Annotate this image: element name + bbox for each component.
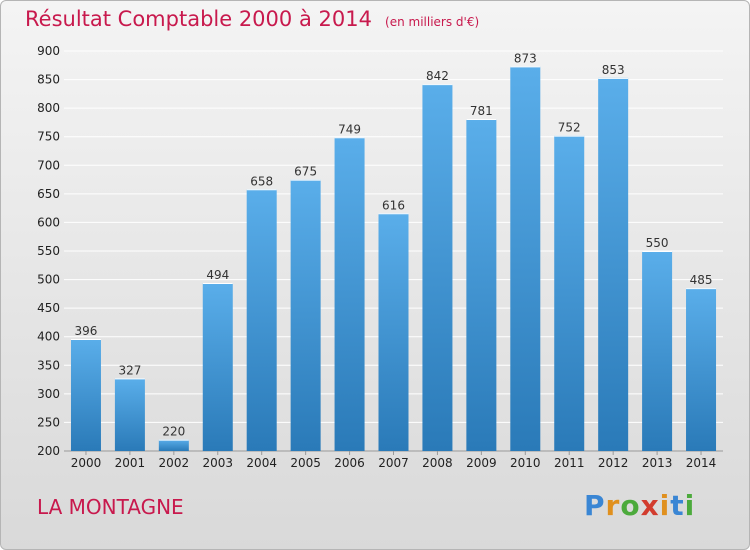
y-axis: 200 250 300 350 400 450 500 550 600 650 700 750 800 8… [37,44,60,458]
x-tick-label: 2008 [422,456,453,470]
bar-value-label: 873 [514,51,537,65]
y-tick-label: 550 [37,244,60,258]
x-tick-label: 2005 [290,456,321,470]
bar-2002 [158,439,189,451]
logo-letter: i [684,489,696,522]
y-tick-label: 900 [37,44,60,58]
bar-value-label: 485 [690,273,713,287]
bar-value-label: 749 [338,122,361,136]
chart-subtitle: (en milliers d'€) [385,15,480,29]
logo-letter: r [605,489,621,522]
y-tick-label: 350 [37,358,60,372]
bar-2001 [114,378,145,451]
bar-2012 [598,77,629,451]
chart-header: Résultat Comptable 2000 à 2014 (en milli… [25,7,479,31]
bar-2011 [554,135,585,452]
bar-value-label: 550 [646,236,669,250]
bar-2003 [202,283,233,451]
x-tick-label: 2012 [598,456,629,470]
x-tick-label: 2010 [510,456,541,470]
bar-value-label: 781 [470,104,493,118]
chart-title: Résultat Comptable 2000 à 2014 [25,7,372,31]
bar-2004 [246,189,277,452]
bar-value-label: 616 [382,198,405,212]
x-tick-label: 2007 [378,456,409,470]
proxiti-logo: Proxiti [584,489,695,522]
bar-value-label: 220 [162,425,185,439]
bar-2006 [334,137,365,452]
logo-letter: t [670,489,685,522]
y-tick-label: 650 [37,187,60,201]
x-tick-label: 2000 [71,456,102,470]
y-tick-label: 450 [37,301,60,315]
y-tick-label: 250 [37,415,60,429]
commune-name: LA MONTAGNE [37,495,184,519]
logo-letter: x [640,489,660,522]
x-tick-label: 2009 [466,456,497,470]
bar-2013 [642,251,673,451]
bar-2008 [422,84,453,452]
y-tick-label: 400 [37,330,60,344]
bars: 396 327 220 494 658 675 749 616 842 781 873 752 853 5… [70,51,717,452]
x-tick-label: 2002 [159,456,190,470]
y-tick-label: 850 [37,73,60,87]
bar-2014 [686,288,717,451]
bar-2010 [510,66,541,451]
bar-value-label: 842 [426,69,449,83]
bar-value-label: 752 [558,121,581,135]
y-tick-label: 750 [37,130,60,144]
x-tick-label: 2013 [642,456,673,470]
bar-value-label: 675 [294,165,317,179]
x-axis: 2000 2001 2002 2003 2004 2005 2006 2007 2008 2009… [71,451,717,470]
bar-value-label: 658 [250,174,273,188]
bar-2007 [378,213,409,451]
y-tick-label: 500 [37,273,60,287]
bar-2005 [290,179,321,452]
bar-value-label: 494 [206,268,229,282]
y-tick-label: 300 [37,387,60,401]
x-tick-label: 2003 [202,456,233,470]
x-tick-label: 2001 [115,456,146,470]
bar-2009 [466,119,497,451]
y-tick-label: 700 [37,158,60,172]
x-tick-label: 2006 [334,456,365,470]
y-tick-label: 200 [37,444,60,458]
bar-2000 [70,339,101,451]
y-tick-label: 600 [37,215,60,229]
bar-value-label: 327 [118,363,141,377]
logo-letter: o [620,489,641,522]
logo-letter: i [659,489,671,522]
bar-value-label: 853 [602,63,625,77]
y-tick-label: 800 [37,101,60,115]
x-tick-label: 2011 [554,456,585,470]
bar-value-label: 396 [75,324,98,338]
x-tick-label: 2004 [246,456,277,470]
x-tick-label: 2014 [686,456,717,470]
logo-letter: P [584,489,606,522]
